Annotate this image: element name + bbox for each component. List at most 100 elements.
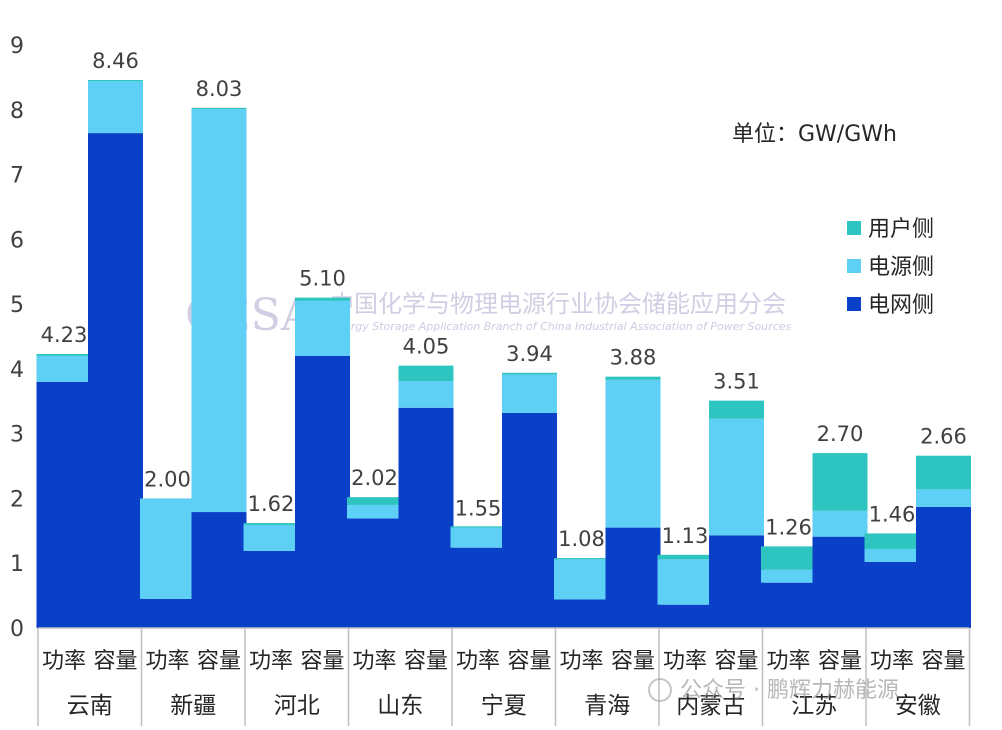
total-label: 3.94 bbox=[506, 342, 553, 366]
total-label: 1.26 bbox=[765, 515, 812, 539]
bar-segment-电源侧-山东-容量 bbox=[398, 381, 454, 408]
y-tick-label: 8 bbox=[10, 99, 24, 124]
bar-segment-电网侧-青海-功率 bbox=[554, 599, 609, 628]
x-group-label: 山东 bbox=[377, 693, 423, 719]
total-label: 2.02 bbox=[351, 466, 398, 490]
bar-segment-电网侧-安徽-容量 bbox=[916, 506, 971, 628]
y-tick-label: 3 bbox=[10, 423, 24, 448]
x-subcategory-label: 功率 bbox=[456, 649, 500, 674]
total-label: 1.13 bbox=[662, 524, 709, 548]
x-group-label: 宁夏 bbox=[481, 693, 527, 719]
watermark-source: 公众号 · 鹏辉力赫能源 bbox=[680, 678, 899, 703]
y-tick-label: 1 bbox=[10, 552, 24, 577]
x-subcategory-label: 容量 bbox=[818, 649, 862, 674]
wechat-watermark: 公众号 · 鹏辉力赫能源 bbox=[648, 678, 899, 703]
total-label: 1.62 bbox=[248, 492, 295, 516]
x-group-label: 河北 bbox=[274, 693, 320, 719]
x-subcategory-label: 容量 bbox=[197, 649, 241, 674]
y-tick-label: 4 bbox=[10, 358, 24, 383]
total-label: 4.23 bbox=[41, 323, 88, 347]
x-subcategory-label: 功率 bbox=[145, 649, 189, 674]
bar-segment-用户侧-内蒙古-功率 bbox=[657, 554, 713, 560]
x-group-label: 云南 bbox=[67, 693, 113, 719]
bar-segment-电网侧-安徽-功率 bbox=[864, 561, 920, 628]
legend-swatch bbox=[847, 297, 861, 311]
x-subcategory-label: 功率 bbox=[42, 649, 86, 674]
wechat-icon bbox=[648, 678, 672, 702]
y-tick-label: 7 bbox=[10, 164, 24, 189]
bar-segment-用户侧-江苏-功率 bbox=[761, 546, 816, 570]
x-group-label: 新疆 bbox=[170, 693, 216, 719]
bar-segment-电源侧-新疆-功率 bbox=[140, 498, 195, 599]
bar-segment-电网侧-云南-功率 bbox=[36, 381, 92, 628]
bar-segment-用户侧-河北-功率 bbox=[243, 523, 299, 526]
total-label: 1.46 bbox=[869, 502, 916, 526]
total-label: 3.88 bbox=[610, 346, 657, 370]
total-label: 1.55 bbox=[455, 497, 502, 521]
bar-segment-电源侧-山东-功率 bbox=[347, 504, 402, 519]
total-label: 2.66 bbox=[920, 425, 967, 449]
x-subcategory-label: 功率 bbox=[766, 649, 810, 674]
bar-segment-用户侧-青海-功率 bbox=[554, 558, 609, 560]
bar-segment-电源侧-河北-容量 bbox=[295, 300, 350, 356]
y-tick-label: 9 bbox=[10, 34, 24, 59]
bar-segment-用户侧-河北-容量 bbox=[295, 297, 350, 301]
bar-segment-用户侧-江苏-容量 bbox=[812, 453, 868, 511]
cesa-watermark: CESA 中国化学与物理电源行业协会储能应用分会 Energy Storage … bbox=[185, 290, 791, 341]
x-subcategory-label: 功率 bbox=[559, 649, 603, 674]
bar-segment-电源侧-河北-功率 bbox=[243, 525, 299, 551]
bar-segment-用户侧-宁夏-容量 bbox=[502, 372, 557, 375]
bar-segment-电网侧-河北-容量 bbox=[295, 355, 350, 628]
x-group-label: 安徽 bbox=[895, 693, 941, 719]
x-subcategory-label: 容量 bbox=[611, 649, 655, 674]
bar-segment-电源侧-青海-容量 bbox=[605, 379, 661, 528]
bar-segment-电网侧-宁夏-功率 bbox=[450, 547, 506, 628]
bar-segment-电网侧-新疆-功率 bbox=[140, 598, 195, 628]
watermark-org-cn: 中国化学与物理电源行业协会储能应用分会 bbox=[330, 290, 786, 318]
legend-label: 电源侧 bbox=[868, 255, 934, 280]
x-subcategory-label: 容量 bbox=[93, 649, 137, 674]
bar-segment-电网侧-青海-容量 bbox=[605, 527, 661, 628]
bar-segment-电网侧-河北-功率 bbox=[243, 550, 299, 628]
bar-segment-电网侧-江苏-容量 bbox=[812, 536, 868, 628]
bar-segment-电源侧-云南-容量 bbox=[88, 81, 143, 134]
total-label: 4.05 bbox=[403, 335, 450, 359]
bar-segment-电源侧-云南-功率 bbox=[36, 355, 92, 382]
bar-segment-电网侧-山东-功率 bbox=[347, 518, 402, 628]
x-group-label: 江苏 bbox=[791, 693, 837, 719]
x-subcategory-label: 功率 bbox=[249, 649, 293, 674]
total-label: 8.46 bbox=[92, 49, 139, 73]
bar-segment-用户侧-安徽-容量 bbox=[916, 455, 971, 490]
bar-segment-电源侧-青海-功率 bbox=[554, 559, 609, 600]
total-label: 5.10 bbox=[299, 267, 346, 291]
x-group-label: 青海 bbox=[584, 693, 630, 719]
bar-segment-用户侧-云南-功率 bbox=[36, 353, 92, 356]
y-tick-label: 0 bbox=[10, 617, 24, 642]
total-label: 2.70 bbox=[817, 422, 864, 446]
bar-segment-电源侧-江苏-功率 bbox=[761, 569, 816, 583]
bar-segment-用户侧-山东-容量 bbox=[398, 365, 454, 382]
bar-segment-电网侧-新疆-容量 bbox=[191, 512, 247, 628]
bar-segment-电源侧-安徽-容量 bbox=[916, 489, 971, 507]
x-subcategory-label: 容量 bbox=[300, 649, 344, 674]
total-label: 3.51 bbox=[713, 370, 760, 394]
x-subcategory-label: 容量 bbox=[404, 649, 448, 674]
x-subcategory-label: 功率 bbox=[870, 649, 914, 674]
total-label: 1.08 bbox=[558, 527, 605, 551]
total-label: 8.03 bbox=[196, 77, 243, 101]
legend-label: 用户侧 bbox=[868, 217, 934, 242]
total-label: 2.00 bbox=[144, 467, 191, 491]
bar-segment-电源侧-新疆-容量 bbox=[191, 109, 247, 513]
bar-segment-电源侧-内蒙古-容量 bbox=[709, 418, 764, 536]
legend-swatch bbox=[847, 221, 861, 235]
bar-segment-电网侧-山东-容量 bbox=[398, 407, 454, 628]
x-subcategory-label: 功率 bbox=[352, 649, 396, 674]
y-tick-label: 6 bbox=[10, 228, 24, 253]
bar-segment-用户侧-山东-功率 bbox=[347, 497, 402, 505]
x-subcategory-label: 容量 bbox=[714, 649, 758, 674]
bar-segment-电网侧-江苏-功率 bbox=[761, 582, 816, 628]
bar-segment-电源侧-江苏-容量 bbox=[812, 510, 868, 537]
bar-segment-用户侧-内蒙古-容量 bbox=[709, 400, 764, 419]
y-tick-label: 5 bbox=[10, 293, 24, 318]
x-subcategory-label: 容量 bbox=[507, 649, 551, 674]
